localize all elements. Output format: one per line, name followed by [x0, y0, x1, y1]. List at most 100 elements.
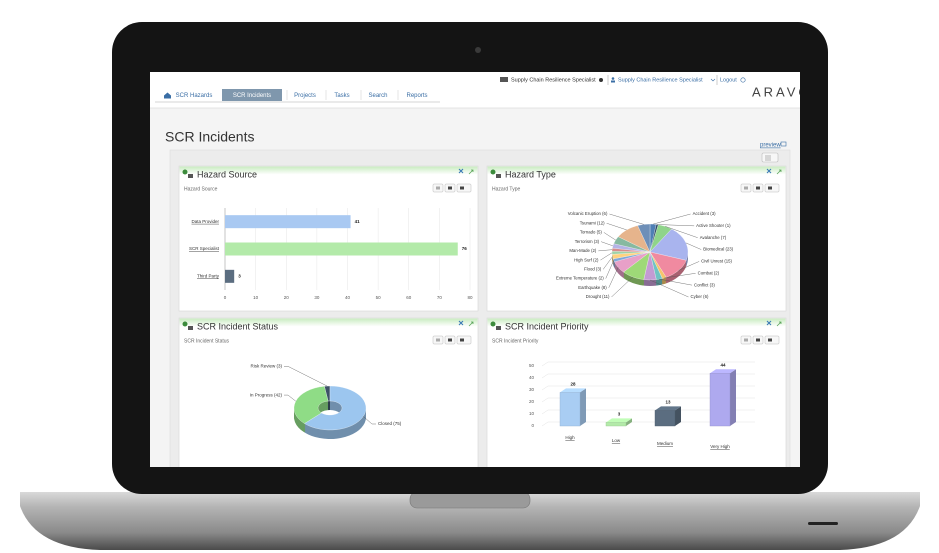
bar-top: [606, 418, 632, 423]
slice-label: Conflict (3): [694, 282, 715, 287]
grid-line: [541, 373, 755, 379]
panel-button-icon: [756, 186, 760, 190]
panel-icon-bars: [188, 174, 193, 178]
panel-title: SCR Incident Status: [197, 321, 279, 331]
leader-line: [611, 276, 633, 298]
leader-line: [605, 260, 614, 279]
grid-line: [541, 385, 755, 391]
expand-icon[interactable]: [776, 321, 782, 327]
leader-line: [657, 224, 695, 227]
leader-line: [608, 267, 619, 288]
category-label[interactable]: SCR Specialist: [189, 246, 220, 251]
nav-tab[interactable]: Search: [368, 93, 387, 99]
panel-header-bg: [179, 166, 478, 175]
x-tick-label: 70: [437, 295, 443, 300]
expand-icon[interactable]: [776, 169, 782, 175]
category-label[interactable]: Low: [612, 438, 621, 443]
panel-button-icon: [448, 186, 452, 190]
nav-tab[interactable]: Reports: [406, 93, 427, 99]
nav-tab[interactable]: Tasks: [334, 93, 349, 99]
nav-tab[interactable]: Projects: [294, 93, 316, 99]
preview-link[interactable]: preview: [760, 143, 781, 149]
bar-top: [655, 406, 681, 411]
panel-icon: [490, 321, 496, 327]
panel-button-icon: [756, 338, 760, 342]
panel-icon: [182, 321, 188, 327]
bar-top: [710, 369, 736, 374]
nav-tab[interactable]: SCR Incidents: [233, 93, 271, 99]
y-tick-label: 40: [529, 375, 535, 380]
leader-line: [603, 232, 616, 241]
bar-side: [730, 369, 736, 426]
bar: [225, 215, 351, 229]
panel-icon: [182, 169, 188, 175]
user-icon: [611, 77, 615, 80]
value-label: 28: [570, 382, 576, 387]
leader-line: [659, 278, 693, 286]
value-label: 13: [665, 400, 671, 405]
panel-subtitle: Hazard Type: [492, 186, 520, 192]
panel-icon: [490, 169, 496, 175]
x-tick-label: 50: [376, 295, 382, 300]
category-label[interactable]: Data Provider: [191, 219, 219, 224]
panel-title: SCR Incident Priority: [505, 321, 589, 331]
menu-caret: [710, 78, 716, 82]
x-tick-label: 80: [467, 295, 473, 300]
panel: [178, 165, 479, 312]
leader-line: [649, 279, 689, 298]
category-label[interactable]: High: [565, 435, 575, 440]
panel-title: Hazard Type: [505, 169, 556, 179]
panel-button-icon: [460, 338, 464, 342]
nav-tab[interactable]: SCR Hazards: [176, 93, 213, 99]
slice-label: Terrorism (3): [575, 239, 600, 244]
leader-line: [653, 213, 691, 225]
slice: [649, 228, 689, 261]
panel-title: Hazard Source: [197, 169, 257, 179]
bar-side: [675, 406, 681, 426]
close-icon[interactable]: [766, 320, 772, 326]
panel-header-bg: [487, 318, 786, 327]
slice-label: Earthquake (8): [578, 285, 607, 290]
leader-line: [685, 242, 702, 250]
power-icon: [740, 77, 746, 83]
expand-icon[interactable]: [468, 321, 474, 327]
leader-line: [609, 213, 644, 225]
panel-header-bg: [179, 318, 478, 327]
category-label[interactable]: Third Party: [197, 274, 220, 279]
x-tick-label: 30: [314, 295, 320, 300]
panel-button-icon: [460, 186, 464, 190]
bar: [605, 422, 627, 427]
app: Supply Chain Resilience Specialist Suppl…: [150, 75, 812, 467]
y-tick-label: 30: [529, 387, 535, 392]
category-label[interactable]: Very High: [710, 444, 730, 449]
role-icon: [500, 77, 508, 82]
category-label[interactable]: Medium: [657, 441, 673, 446]
y-tick-label: 20: [529, 399, 535, 404]
expand-icon[interactable]: [468, 169, 474, 175]
bar: [225, 242, 458, 256]
layout-button[interactable]: [761, 152, 779, 163]
slice-label: Extreme Temperature (2): [556, 276, 604, 281]
leader-line: [664, 273, 696, 279]
print-icon: [780, 141, 787, 147]
close-icon[interactable]: [458, 320, 464, 326]
panel-button-icon: [448, 338, 452, 342]
value-label: 3: [238, 274, 241, 279]
slice-label: High Surf (2): [574, 257, 599, 262]
panel-button-icon: [436, 338, 440, 342]
x-tick-label: 20: [284, 295, 290, 300]
x-tick-label: 60: [406, 295, 412, 300]
slice-label: Biomedical (23): [703, 247, 733, 252]
slice-label: Tornado (5): [580, 230, 603, 235]
panel-icon-bars: [496, 326, 501, 330]
leader-line: [598, 249, 613, 252]
logo: ARAVO: [752, 84, 812, 99]
grid-line: [541, 421, 755, 427]
close-icon[interactable]: [458, 168, 464, 174]
close-icon[interactable]: [766, 168, 772, 174]
bar-side: [580, 388, 586, 426]
user-menu[interactable]: Supply Chain Resilience Specialist: [618, 77, 703, 83]
logout-link[interactable]: Logout: [720, 77, 737, 83]
